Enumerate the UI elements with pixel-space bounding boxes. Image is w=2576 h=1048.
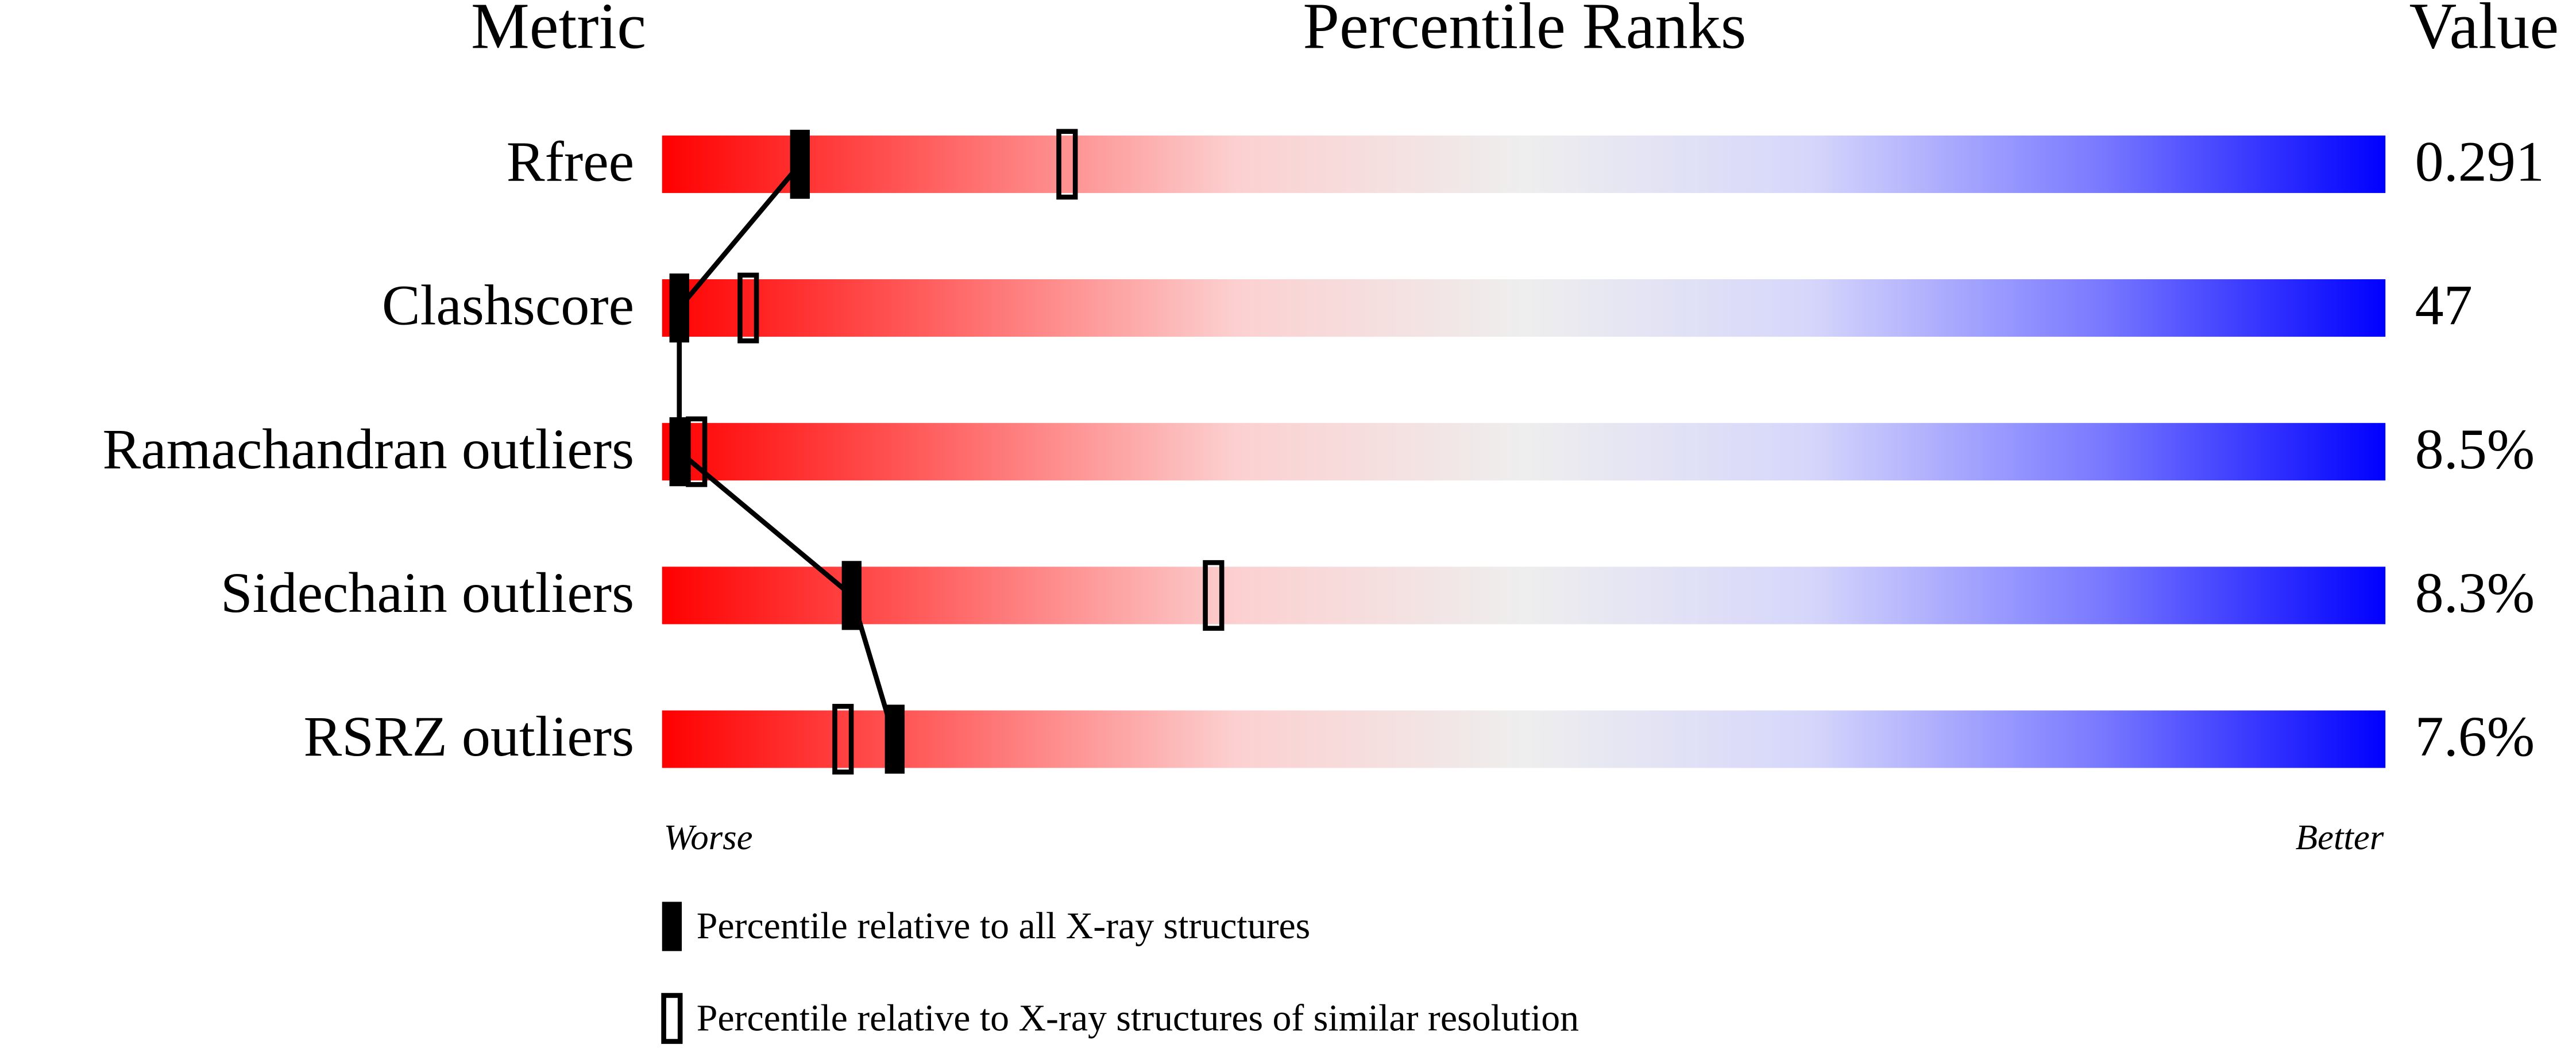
value-header: Value [2409, 0, 2559, 62]
rank-bar [662, 567, 2386, 625]
rank-bar [662, 423, 2386, 481]
filled-marker [885, 704, 905, 774]
value-label: 8.5% [2415, 417, 2535, 481]
rank-bar [662, 279, 2386, 337]
worse-label: Worse [664, 817, 753, 857]
legend-label: Percentile relative to X-ray structures … [697, 997, 1579, 1039]
filled-marker [669, 417, 689, 487]
open-marker [832, 704, 854, 775]
legend-marker [661, 993, 683, 1044]
ranks-header: Percentile Ranks [1303, 0, 1746, 62]
open-marker [1203, 560, 1225, 631]
value-label: 0.291 [2415, 130, 2544, 194]
filled-marker [790, 129, 810, 199]
better-label: Better [2296, 817, 2384, 857]
filled-marker [669, 273, 689, 343]
rank-bar [662, 710, 2386, 768]
metric-label: Rfree [507, 130, 634, 194]
metric-label: Ramachandran outliers [102, 417, 634, 481]
filled-marker [841, 561, 862, 630]
metric-label: RSRZ outliers [303, 704, 634, 768]
open-marker [737, 272, 759, 344]
legend-marker [662, 901, 682, 951]
value-label: 47 [2415, 273, 2473, 337]
value-label: 7.6% [2415, 704, 2535, 768]
value-label: 8.3% [2415, 561, 2535, 625]
metric-label: Sidechain outliers [221, 561, 634, 625]
open-marker [1056, 129, 1078, 200]
legend-label: Percentile relative to all X-ray structu… [697, 905, 1311, 947]
metric-label: Clashscore [382, 273, 634, 337]
metric-header: Metric [471, 0, 646, 62]
rank-bar [662, 135, 2386, 193]
